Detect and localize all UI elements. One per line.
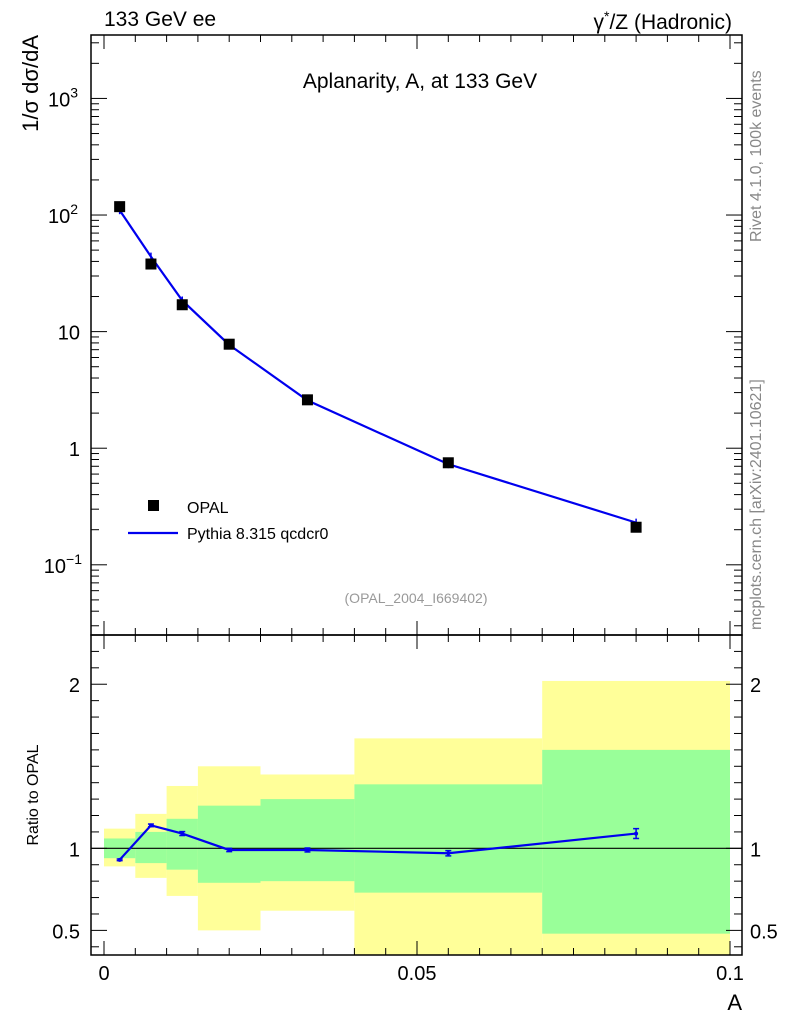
legend-data-marker (148, 500, 159, 511)
chart-title: Aplanarity, A, at 133 GeV (303, 70, 537, 93)
data-point (442, 457, 454, 469)
y-tick-label: 10 (58, 323, 80, 345)
main-plot-frame (90, 34, 743, 636)
data-point (301, 394, 313, 406)
data-point (223, 338, 235, 350)
header-right-sup: * (604, 8, 610, 24)
stat-uncertainty-band (166, 818, 198, 870)
ratio-tick-label-left: 2 (69, 675, 80, 697)
stat-uncertainty-band (354, 784, 543, 893)
mc-ratio-point (227, 847, 232, 852)
y-tick-label: 102 (48, 201, 78, 228)
mc-ratio-point (148, 823, 153, 828)
mc-ratio-point (446, 851, 451, 856)
x-tick-label: 0.1 (716, 963, 744, 985)
stat-uncertainty-band (197, 805, 261, 883)
legend-data-label: OPAL (187, 500, 229, 517)
ratio-tick-label-left: 0.5 (52, 921, 80, 943)
analysis-tag: (OPAL_2004_I669402) (345, 590, 488, 606)
data-point (145, 258, 157, 270)
header-left: 133 GeV ee (104, 8, 217, 31)
ratio-tick-label-right: 2 (750, 675, 761, 697)
mc-ratio-point (180, 831, 185, 836)
x-tick-label: 0.05 (398, 963, 437, 985)
mc-ratio-point (634, 831, 639, 836)
x-tick-label: 0 (98, 963, 109, 985)
data-point (630, 521, 642, 533)
mc-line (118, 209, 637, 524)
data-point (114, 201, 126, 213)
y-tick-label: 103 (48, 84, 78, 111)
mc-ratio-point (305, 847, 310, 852)
header-right-symbol: γ (593, 11, 605, 34)
ratio-tick-label-left: 1 (69, 839, 80, 861)
y-axis-label: 1/σ dσ/dA (18, 35, 43, 132)
stat-uncertainty-band (542, 749, 730, 934)
y-tick-label: 1 (69, 439, 80, 461)
data-point (176, 299, 188, 311)
x-axis-label: A (727, 990, 742, 1015)
ratio-tick-label-right: 0.5 (750, 921, 778, 943)
header-right: γ*/Z (Hadronic) (594, 8, 732, 35)
ratio-axis-label: Ratio to OPAL (25, 744, 42, 845)
stat-uncertainty-band (260, 799, 355, 882)
header-right-text: /Z (Hadronic) (609, 11, 732, 34)
y-tick-label: 10−1 (44, 551, 82, 578)
mc-ratio-point (117, 857, 122, 862)
legend-mc-label: Pythia 8.315 qcdcr0 (187, 526, 329, 543)
ratio-tick-label-right: 1 (750, 839, 761, 861)
